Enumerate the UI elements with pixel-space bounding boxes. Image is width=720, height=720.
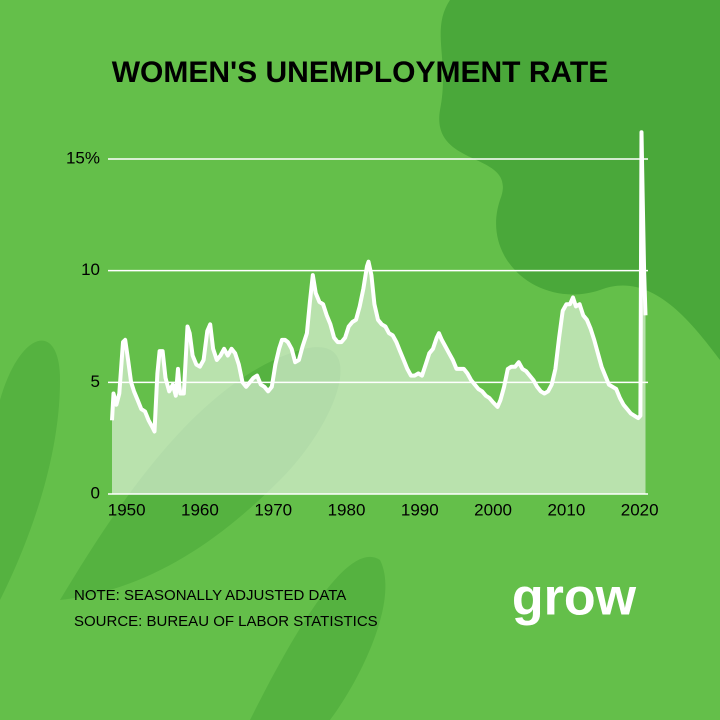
x-tick-label: 1970 [254, 500, 292, 519]
x-tick-label: 2020 [621, 500, 659, 519]
decor-shape [439, 0, 720, 360]
x-tick-label: 1960 [181, 500, 219, 519]
x-tick-label: 2000 [474, 500, 512, 519]
chart-title: WOMEN'S UNEMPLOYMENT RATE [112, 56, 609, 89]
y-tick-label: 10 [81, 260, 100, 279]
y-tick-label: 0 [91, 483, 100, 502]
x-tick-label: 2010 [547, 500, 585, 519]
source: SOURCE: BUREAU OF LABOR STATISTICS [74, 613, 378, 630]
decor-shape [250, 556, 386, 720]
line [110, 130, 648, 434]
logo: grow [512, 569, 637, 627]
x-tick-label: 1990 [401, 500, 439, 519]
area [112, 132, 646, 494]
x-tick-label: 1980 [328, 500, 366, 519]
note: NOTE: SEASONALLY ADJUSTED DATA [74, 587, 346, 604]
y-tick-label: 5 [91, 372, 100, 391]
decor-shape [0, 340, 60, 600]
y-tick-label: 15% [66, 148, 100, 167]
x-tick-label: 1950 [108, 500, 146, 519]
